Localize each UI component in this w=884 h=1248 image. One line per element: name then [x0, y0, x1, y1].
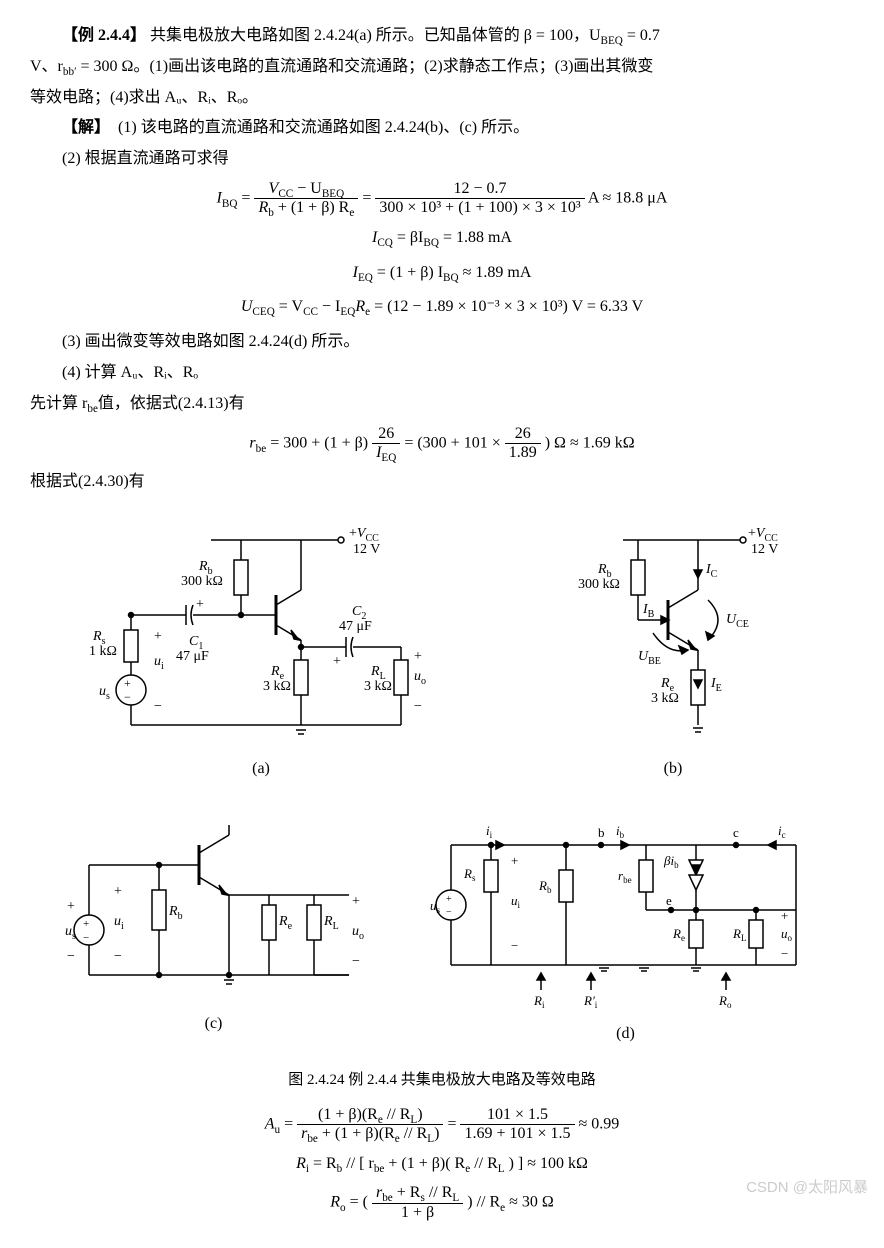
svg-text:+: +	[352, 894, 360, 909]
svg-text:47 μF: 47 μF	[176, 649, 209, 664]
svg-text:rbe: rbe	[618, 868, 632, 885]
circuit-a-svg: +VCC 12 V Rb 300 kΩ + C1 47 μF	[81, 515, 441, 755]
svg-text:+: +	[511, 853, 518, 868]
svg-text:IB: IB	[642, 602, 655, 620]
svg-text:12 V: 12 V	[353, 542, 380, 557]
figure-c: + − us + − + ui − Rb	[59, 810, 369, 1049]
svg-text:3 kΩ: 3 kΩ	[651, 691, 679, 706]
figure-b-label: (b)	[543, 755, 803, 784]
svg-text:e: e	[666, 893, 672, 908]
svg-text:Re: Re	[278, 914, 293, 932]
svg-text:+: +	[446, 894, 452, 905]
svg-text:βib: βib	[663, 853, 679, 870]
svg-text:ic: ic	[778, 823, 786, 840]
svg-text:uo: uo	[781, 926, 793, 943]
svg-text:+: +	[124, 676, 131, 690]
svg-text:Rb: Rb	[168, 904, 183, 922]
svg-text:ui: ui	[511, 893, 521, 910]
svg-text:+: +	[414, 649, 422, 664]
formula-au: Au = (1 + β)(Re // RL) rbe + (1 + β)(Re …	[30, 1106, 854, 1144]
svg-text:RL: RL	[732, 926, 746, 943]
svg-text:Rs: Rs	[463, 866, 476, 883]
figure-caption: 图 2.4.24 例 2.4.4 共集电极放大电路及等效电路	[30, 1067, 854, 1094]
svg-text:+: +	[114, 884, 122, 899]
figure-a: +VCC 12 V Rb 300 kΩ + C1 47 μF	[81, 515, 441, 784]
svg-text:b: b	[598, 825, 605, 840]
solution-step-1: 【解】 (1) 该电路的直流通路和交流通路如图 2.4.24(b)、(c) 所示…	[30, 114, 854, 143]
svg-text:+: +	[781, 908, 788, 923]
formula-ro: Ro = ( rbe + Rs // RL 1 + β ) // Re ≈ 30…	[30, 1184, 854, 1222]
figure-c-label: (c)	[59, 1010, 369, 1039]
svg-text:Ri: Ri	[533, 993, 545, 1010]
figure-b: +VCC 12 V Rb 300 kΩ IB	[543, 515, 803, 784]
svg-text:IC: IC	[705, 562, 718, 580]
svg-text:Ro: Ro	[718, 993, 732, 1010]
svg-text:ii: ii	[486, 823, 493, 840]
svg-text:uo: uo	[352, 924, 364, 942]
svg-text:ib: ib	[616, 823, 625, 840]
svg-text:c: c	[733, 825, 739, 840]
svg-text:+: +	[196, 597, 204, 612]
svg-text:Rb: Rb	[538, 878, 552, 895]
formula-ri: Ri = Rb // [ rbe + (1 + β)( Re // RL ) ]…	[30, 1150, 854, 1179]
figure-a-label: (a)	[81, 755, 441, 784]
solution-step-5: 根据式(2.4.30)有	[30, 468, 854, 497]
formula-ibq: IBQ = VCC − UBEQ Rb + (1 + β) Re = 12 − …	[30, 180, 854, 218]
svg-text:−: −	[83, 932, 89, 944]
svg-text:47 μF: 47 μF	[339, 619, 372, 634]
formula-rbe: rbe = 300 + (1 + β) 26IEQ = (300 + 101 ×…	[30, 425, 854, 463]
watermark: CSDN @太阳风暴	[746, 1174, 868, 1201]
example-heading: 【例 2.4.4】	[62, 27, 146, 44]
svg-text:3 kΩ: 3 kΩ	[263, 679, 291, 694]
figure-d: ii b ib c ic + − us	[426, 810, 826, 1049]
svg-text:us: us	[99, 684, 110, 702]
svg-text:3 kΩ: 3 kΩ	[364, 679, 392, 694]
svg-text:UCE: UCE	[726, 612, 749, 630]
solution-step-3: (3) 画出微变等效电路如图 2.4.24(d) 所示。	[30, 328, 854, 357]
svg-text:IE: IE	[710, 676, 722, 694]
svg-text:−: −	[414, 699, 422, 714]
svg-text:12 V: 12 V	[751, 542, 778, 557]
svg-text:−: −	[154, 699, 162, 714]
svg-text:300 kΩ: 300 kΩ	[578, 577, 620, 592]
circuit-c-svg: + − us + − + ui − Rb	[59, 810, 369, 1010]
problem-line-2: V、rbb′ = 300 Ω。(1)画出该电路的直流通路和交流通路；(2)求静态…	[30, 53, 854, 82]
svg-text:+: +	[333, 654, 341, 669]
svg-text:+: +	[154, 629, 162, 644]
svg-text:R′i: R′i	[583, 993, 598, 1010]
svg-text:300 kΩ: 300 kΩ	[181, 574, 223, 589]
formula-icq: ICQ = βIBQ = 1.88 mA	[30, 224, 854, 253]
svg-text:UBE: UBE	[638, 649, 661, 667]
svg-text:+: +	[67, 899, 75, 914]
svg-text:−: −	[781, 946, 788, 961]
figure-row-2: + − us + − + ui − Rb	[30, 802, 854, 1057]
circuit-d-svg: ii b ib c ic + − us	[426, 810, 826, 1020]
figure-d-label: (d)	[426, 1020, 826, 1049]
svg-text:−: −	[511, 938, 518, 953]
svg-text:RL: RL	[323, 914, 339, 932]
svg-text:−: −	[124, 690, 131, 704]
solution-step-2: (2) 根据直流通路可求得	[30, 145, 854, 174]
formula-uceq: UCEQ = VCC − IEQRe = (12 − 1.89 × 10⁻³ ×…	[30, 293, 854, 322]
svg-text:+: +	[83, 918, 89, 930]
svg-text:−: −	[352, 954, 360, 969]
svg-text:ui: ui	[154, 654, 164, 672]
svg-text:−: −	[446, 907, 452, 918]
svg-text:Re: Re	[672, 926, 685, 943]
solution-step-4a: 先计算 rbe值，依据式(2.4.13)有	[30, 390, 854, 419]
problem-line-1: 【例 2.4.4】 共集电极放大电路如图 2.4.24(a) 所示。已知晶体管的…	[30, 22, 854, 51]
solution-step-4: (4) 计算 Aᵤ、Rᵢ、Rₒ	[30, 359, 854, 388]
formula-ieq: IEQ = (1 + β) IBQ ≈ 1.89 mA	[30, 259, 854, 288]
circuit-b-svg: +VCC 12 V Rb 300 kΩ IB	[543, 515, 803, 755]
svg-text:ui: ui	[114, 914, 124, 932]
svg-text:−: −	[114, 949, 122, 964]
figure-row-1: +VCC 12 V Rb 300 kΩ + C1 47 μF	[30, 507, 854, 792]
svg-text:1 kΩ: 1 kΩ	[89, 644, 117, 659]
svg-text:uo: uo	[414, 669, 426, 687]
svg-text:us: us	[430, 898, 441, 915]
problem-line-3: 等效电路；(4)求出 Aᵤ、Rᵢ、Rₒ。	[30, 84, 854, 113]
svg-text:−: −	[67, 949, 75, 964]
